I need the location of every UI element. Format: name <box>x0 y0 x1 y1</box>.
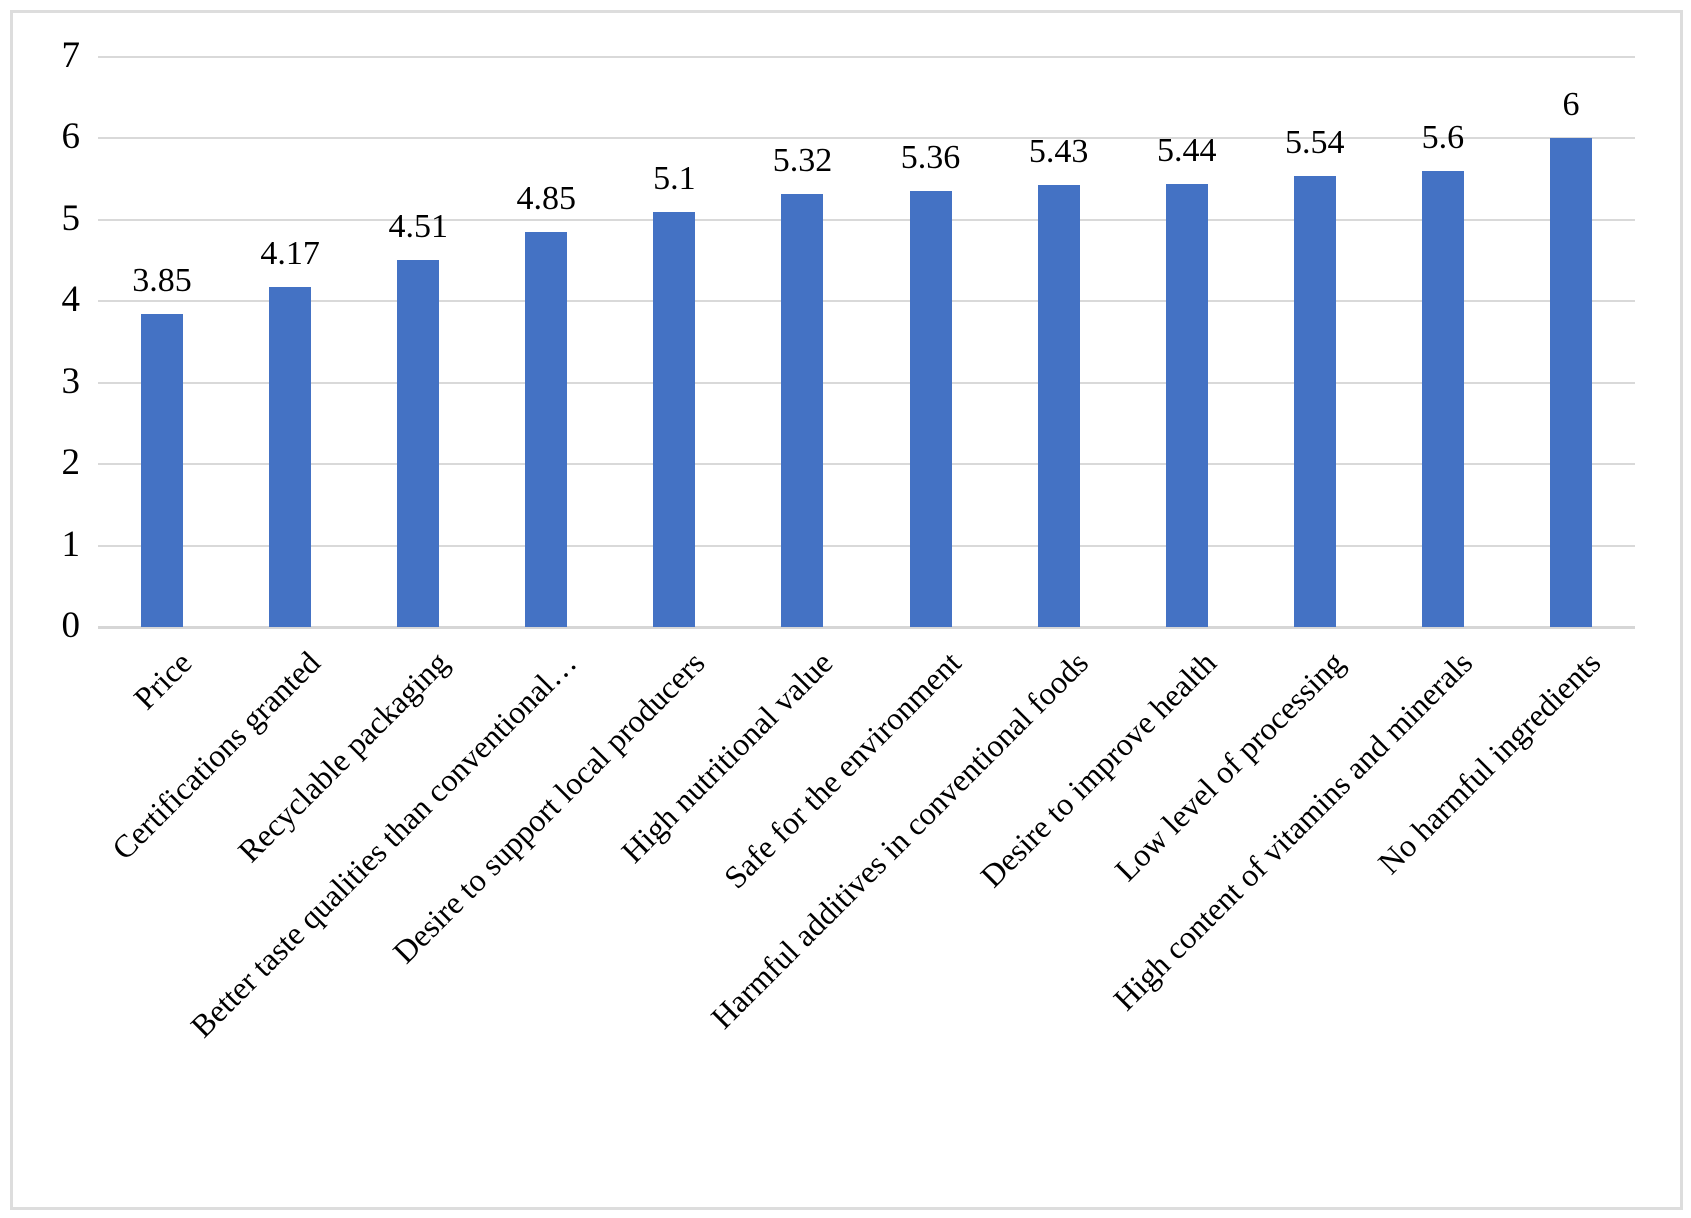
bar-value-label: 5.44 <box>1156 132 1217 170</box>
y-axis-tick-label: 4 <box>61 279 81 321</box>
x-axis-category-label: Recyclable packaging <box>230 644 455 869</box>
bar <box>909 190 952 627</box>
bar-value-label: 5.43 <box>1028 132 1089 170</box>
y-axis-tick-label: 7 <box>61 35 81 77</box>
gridline <box>98 56 1635 58</box>
bar <box>1165 184 1208 627</box>
x-axis-category-label: Price <box>126 644 199 717</box>
y-axis-tick-label: 1 <box>61 523 81 565</box>
x-axis-category-label: Low level of processing <box>1108 644 1352 888</box>
bar <box>1549 138 1592 627</box>
bar <box>1037 184 1080 627</box>
gridline <box>98 300 1635 303</box>
bar-value-label: 5.54 <box>1285 123 1345 161</box>
bar-value-label: 3.85 <box>132 261 192 299</box>
gridline <box>98 137 1635 140</box>
x-axis-category-label: Safe for the environment <box>716 644 968 896</box>
bar <box>653 211 696 627</box>
x-axis-category-label: No harmful ingredients <box>1371 644 1608 881</box>
bar <box>269 287 312 627</box>
bar-value-label: 6 <box>1562 86 1580 124</box>
bar-value-label: 5.1 <box>653 159 696 197</box>
bar-value-label: 4.85 <box>516 180 577 218</box>
x-axis-category-label: High nutritional value <box>613 644 840 870</box>
gridline <box>98 218 1635 221</box>
gridline <box>98 544 1635 547</box>
bar <box>141 313 184 627</box>
gridline <box>98 381 1635 384</box>
bar-value-label: 4.17 <box>260 235 320 273</box>
bar <box>1293 175 1336 627</box>
bar <box>525 232 568 627</box>
y-axis-tick-label: 3 <box>61 360 81 402</box>
bar-value-label: 5.36 <box>900 138 961 176</box>
bar-value-label: 4.51 <box>388 207 448 245</box>
bar <box>781 193 824 627</box>
x-axis-category-label: Desire to improve health <box>973 644 1224 895</box>
bar <box>397 259 440 627</box>
gridline <box>98 463 1635 466</box>
y-axis-tick-label: 0 <box>61 605 81 647</box>
x-axis-line <box>98 626 1635 629</box>
y-axis-tick-label: 6 <box>61 116 81 158</box>
bar-value-label: 5.6 <box>1421 119 1465 156</box>
bar-value-label: 5.32 <box>772 141 833 179</box>
y-axis-tick-label: 2 <box>61 442 81 484</box>
y-axis-tick-label: 5 <box>61 197 81 239</box>
bar <box>1421 171 1464 627</box>
